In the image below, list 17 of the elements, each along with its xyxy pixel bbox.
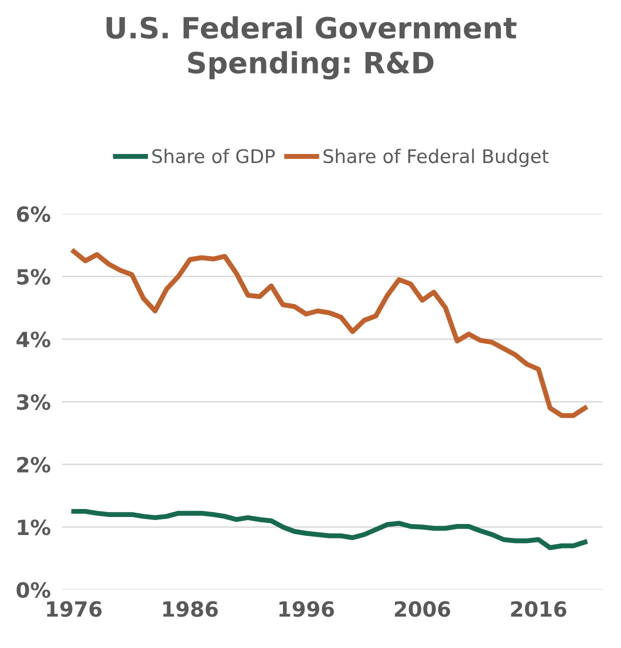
y-tick-label: 0%: [16, 582, 50, 598]
x-tick-label: 1996: [279, 601, 334, 617]
y-tick-label: 4%: [16, 332, 50, 348]
chart-title: U.S. Federal Government Spending: R&D: [106, 16, 516, 80]
x-tick-label: 2016: [511, 601, 566, 617]
legend-label: Share of Federal Budget: [324, 148, 549, 167]
x-tick-label: 1986: [163, 601, 218, 617]
y-tick-label: 1%: [18, 519, 50, 536]
x-tick-label: 2006: [394, 601, 450, 617]
y-tick-label: 6%: [16, 206, 50, 222]
x-tick-label: 1976: [47, 601, 102, 617]
line-series: [71, 508, 588, 550]
y-tick-label: 3%: [17, 394, 50, 410]
y-tick-label: 5%: [17, 268, 50, 285]
line-series: [71, 248, 588, 418]
legend-label: Share of GDP: [152, 148, 275, 164]
y-tick-label: 2%: [17, 456, 50, 473]
